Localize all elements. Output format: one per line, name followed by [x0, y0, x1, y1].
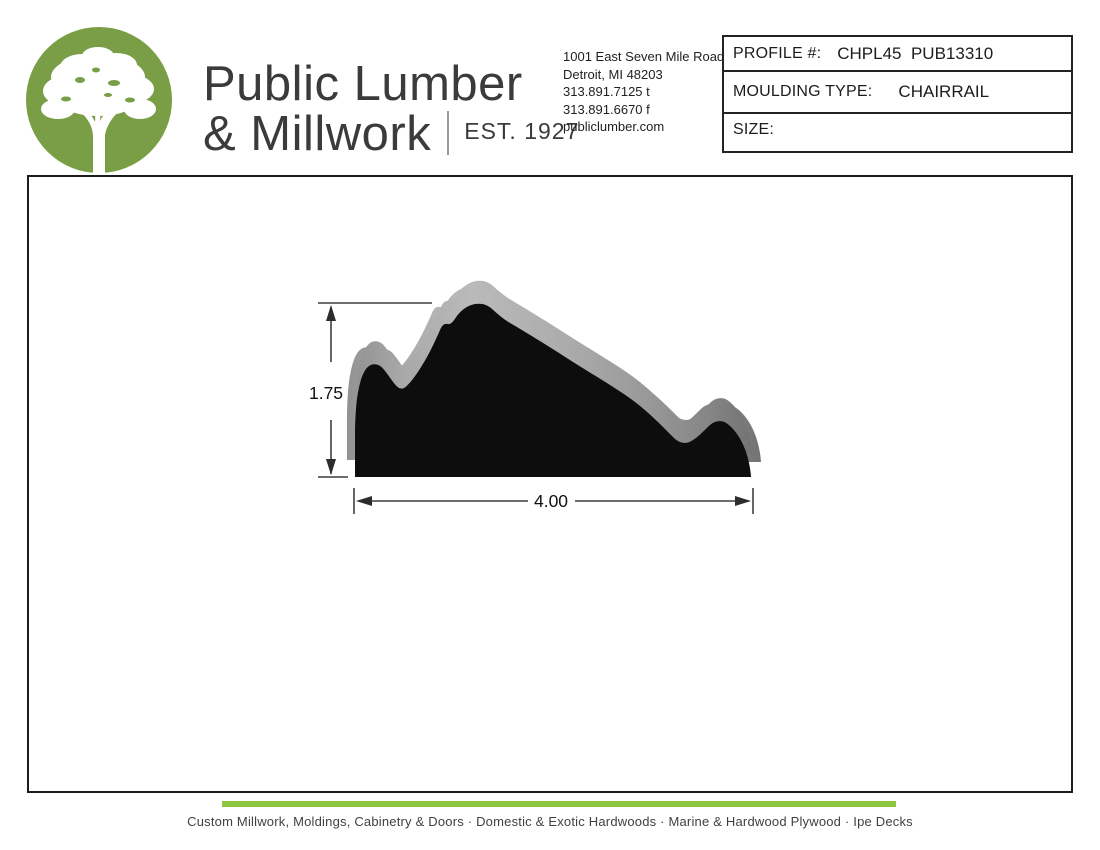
brand-name-line1: Public Lumber — [203, 57, 523, 111]
spec-row-moulding-type: MOULDING TYPE: CHAIRRAIL — [724, 70, 1071, 112]
moulding-type-label: MOULDING TYPE: — [733, 83, 873, 100]
phone-line: 313.891.7125 t — [563, 84, 650, 99]
footer-accent-bar — [222, 801, 896, 807]
brand-divider — [447, 111, 450, 155]
profile-number-value: CHPL45 PUB13310 — [837, 43, 994, 63]
moulding-type-value: CHAIRRAIL — [898, 82, 990, 101]
fax-line: 313.891.6670 f — [563, 101, 650, 117]
spec-row-profile: PROFILE #: CHPL45 PUB13310 — [724, 37, 1071, 70]
established-label: EST. 1927 — [464, 118, 580, 144]
brand-block: Public Lumber & Millwork EST. 1927 — [203, 57, 580, 161]
tree-logo-icon — [26, 27, 172, 173]
profile-number-label: PROFILE #: — [733, 44, 822, 62]
contact-block: 1001 East Seven Mile Road Detroit, MI 48… — [563, 48, 724, 136]
address-line: 1001 East Seven Mile Road — [563, 49, 725, 64]
drawing-frame — [27, 175, 1073, 793]
footer-services-text: Custom Millwork, Moldings, Cabinetry & D… — [187, 814, 913, 829]
address-line: Detroit, MI 48203 — [563, 66, 663, 82]
spec-row-size: SIZE: — [724, 112, 1071, 155]
spec-table: PROFILE #: CHPL45 PUB13310 MOULDING TYPE… — [722, 35, 1073, 153]
brand-name-line2: & Millwork — [203, 107, 432, 161]
website-line: publiclumber.com — [563, 119, 665, 134]
size-label: SIZE: — [733, 121, 775, 138]
